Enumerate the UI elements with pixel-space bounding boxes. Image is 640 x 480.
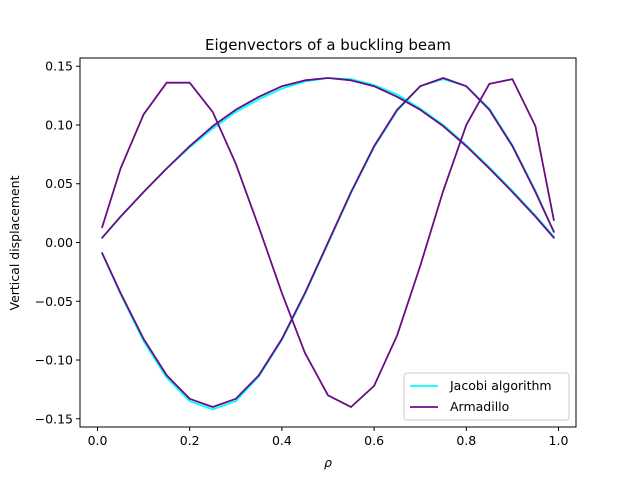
y-tick-label: −0.10 [35,353,73,368]
legend-box [403,372,570,421]
x-tick-label: 0.4 [272,433,292,448]
legend-label-armadillo: Armadillo [450,399,509,414]
series-line-jacobi [101,77,555,239]
x-tick-label: 0.8 [456,433,476,448]
y-tick-label: −0.15 [35,411,73,426]
legend-label-jacobi: Jacobi algorithm [449,378,552,393]
y-tick-label: 0.00 [45,235,73,250]
y-tick-label: 0.05 [45,176,73,191]
chart-title: Eigenvectors of a buckling beam [205,36,451,54]
y-axis-label: Vertical displacement [7,175,22,310]
y-axis: 0.15 0.10 0.05 0.00 −0.05 −0.10 −0.15 [35,59,80,426]
series-line-armadillo [101,77,555,408]
legend: Jacobi algorithm Armadillo [403,372,570,421]
x-axis: 0.0 0.2 0.4 0.6 0.8 1.0 [88,427,569,448]
x-tick-label: 0.2 [180,433,200,448]
series-line-armadillo [101,78,555,408]
series-line-armadillo [101,77,555,239]
x-axis-label: ρ [324,455,332,470]
y-tick-label: 0.10 [45,117,73,132]
y-tick-label: −0.05 [35,294,73,309]
x-tick-label: 0.0 [88,433,108,448]
x-tick-label: 0.6 [364,433,384,448]
x-tick-label: 1.0 [549,433,569,448]
plot-area [101,77,555,411]
y-tick-label: 0.15 [45,59,73,74]
